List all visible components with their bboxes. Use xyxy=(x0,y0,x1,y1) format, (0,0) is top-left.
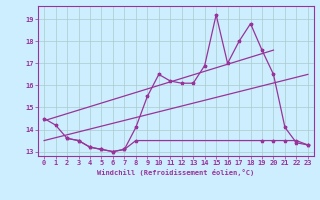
X-axis label: Windchill (Refroidissement éolien,°C): Windchill (Refroidissement éolien,°C) xyxy=(97,169,255,176)
